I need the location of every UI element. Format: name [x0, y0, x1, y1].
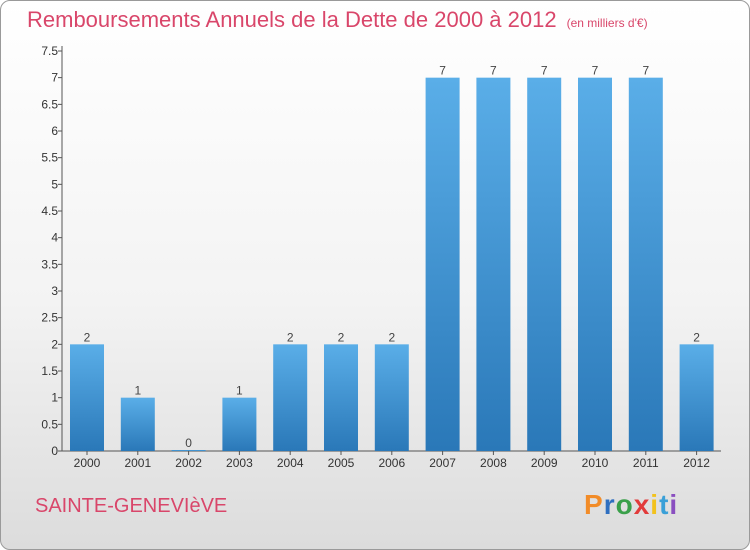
y-tick-label: 4.5 [41, 204, 58, 218]
y-tick-label: 2 [51, 337, 58, 351]
bars [70, 77, 714, 452]
x-tick-label: 2010 [582, 456, 609, 470]
data-label: 2 [287, 330, 294, 344]
logo-letter: t [659, 489, 670, 520]
y-tick-label: 6.5 [41, 97, 58, 111]
city-name: SAINTE-GENEVIèVE [35, 495, 228, 517]
y-tick-label: 3 [51, 284, 58, 298]
chart-title: Remboursements Annuels de la Dette de 20… [27, 7, 648, 33]
labels: 2000 2 2001 1 2002 0 2003 1 2004 2 2005 2 2006 2 2007 7… [74, 64, 711, 470]
chart-subtitle: (en milliers d'€) [566, 16, 648, 30]
y-tick-label: 1 [51, 391, 58, 405]
y-tick-label: 0 [51, 444, 58, 458]
bar [70, 344, 104, 451]
axes: 0 0.5 1 1.5 2 2.5 3 3.5 4 4.5 5 5.5 6 6.5 7 7.5 [41, 44, 721, 458]
y-tick-label: 5 [51, 177, 58, 191]
title-text: Remboursements Annuels de la Dette de 20… [27, 7, 557, 32]
y-tick-label: 2.5 [41, 311, 58, 325]
y-tick-label: 7.5 [41, 44, 58, 58]
y-tick-label: 3.5 [41, 257, 58, 271]
bar [222, 397, 257, 451]
logo-letter: i [669, 489, 679, 520]
data-label: 2 [693, 330, 700, 344]
y-tick-label: 6 [51, 124, 58, 138]
data-label: 2 [338, 330, 345, 344]
y-tick-label: 1.5 [41, 364, 58, 378]
bar [628, 77, 663, 452]
bar [425, 77, 460, 452]
x-tick-label: 2005 [328, 456, 355, 470]
logo-letter: i [650, 489, 660, 520]
x-tick-label: 2002 [175, 456, 202, 470]
bar [324, 344, 358, 451]
bar [374, 344, 409, 451]
bar [679, 344, 714, 451]
y-tick-label: 5.5 [41, 151, 58, 165]
x-tick-label: 2011 [633, 456, 659, 470]
proxiti-logo: Proxiti [584, 489, 678, 521]
y-tick-label: 4 [51, 231, 58, 245]
data-label: 7 [439, 64, 446, 78]
x-tick-label: 2006 [378, 456, 405, 470]
data-label: 1 [134, 384, 141, 398]
x-tick-label: 2007 [429, 456, 456, 470]
x-tick-label: 2001 [124, 456, 151, 470]
data-label: 7 [490, 64, 497, 78]
data-label: 7 [642, 64, 649, 78]
x-tick-label: 2012 [683, 456, 710, 470]
x-tick-label: 2009 [531, 456, 558, 470]
logo-letter: o [615, 489, 634, 520]
logo-letter: x [633, 489, 651, 520]
data-label: 2 [388, 330, 395, 344]
x-tick-label: 2008 [480, 456, 507, 470]
bar [120, 397, 155, 451]
bar [171, 450, 206, 451]
bar [476, 77, 511, 452]
data-label: 1 [236, 384, 243, 398]
y-tick-label: 7 [51, 71, 58, 85]
data-label: 7 [541, 64, 548, 78]
x-tick-label: 2000 [74, 456, 101, 470]
data-label: 2 [84, 330, 91, 344]
data-label: 7 [592, 64, 599, 78]
bar [273, 344, 308, 451]
x-tick-label: 2004 [277, 456, 304, 470]
bar [527, 77, 562, 452]
bar [578, 77, 612, 452]
logo-letter: r [603, 489, 616, 520]
y-tick-label: 0.5 [41, 417, 58, 431]
data-label: 0 [185, 436, 192, 450]
logo-letter: P [584, 489, 604, 520]
x-tick-label: 2003 [226, 456, 253, 470]
